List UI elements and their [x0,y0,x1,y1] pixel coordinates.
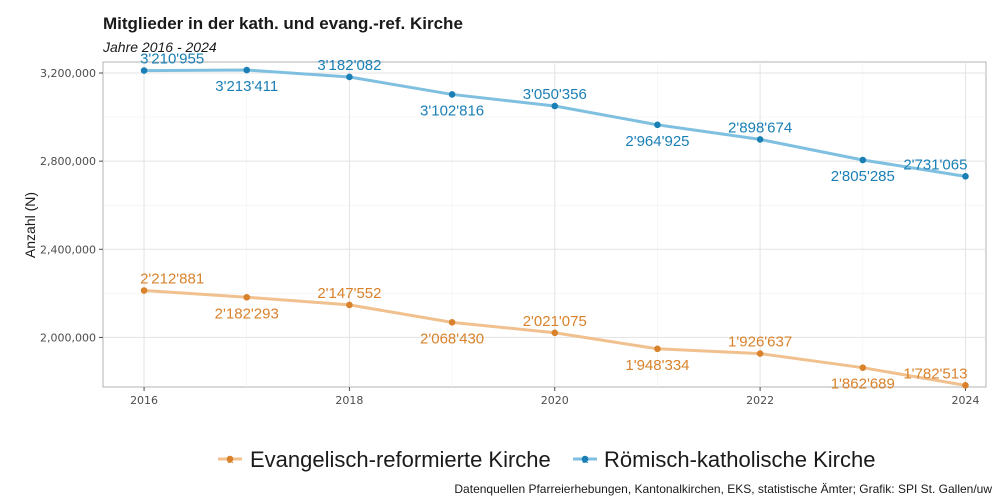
data-label: 1'948'334 [625,357,689,374]
y-axis-title: Anzahl (N) [22,192,38,258]
data-label: 2'021'075 [523,313,587,330]
data-label: 3'182'082 [317,57,381,74]
data-label: 1'782'513 [903,365,967,382]
legend-label: Evangelisch-reformierte Kirche [250,447,551,472]
y-tick-label: 2,000,000 [40,331,96,344]
data-point [962,173,969,180]
x-tick-label: 2022 [746,394,774,407]
data-label: 2'964'925 [625,133,689,150]
x-tick-label: 2016 [130,394,158,407]
chart-subtitle: Jahre 2016 - 2024 [102,39,217,55]
data-label: 2'805'285 [831,168,895,185]
data-point [346,73,353,81]
chart-caption: Datenquellen Pfarreierhebungen, Kantonal… [454,482,992,496]
data-point [756,350,764,357]
chart-title: Mitglieder in der kath. und evang.-ref. … [103,14,463,33]
y-tick-label: 2,800,000 [40,155,96,168]
data-label: 2'731'065 [903,156,967,173]
x-tick-label: 2024 [951,394,979,407]
data-point [551,329,559,337]
data-label: 3'102'816 [420,102,484,119]
data-label: 2'898'674 [728,119,792,136]
gridlines [103,62,986,387]
data-label: 1'926'637 [728,334,792,351]
y-tick-label: 3,200,000 [40,67,96,80]
data-label: 2'068'430 [420,330,484,347]
legend-key-letter: a [582,454,589,466]
y-tick-label: 2,400,000 [40,243,96,256]
data-point [448,319,456,326]
data-label: 2'182'293 [215,305,279,322]
legend-label: Römisch-katholische Kirche [604,447,875,472]
data-point [654,345,661,353]
data-labels: 2'212'881 2'182'293 2'147'552 2'068'430 2'02… [140,51,967,393]
data-point [859,156,867,164]
data-label: 3'050'356 [523,86,587,103]
data-label: 2'147'552 [317,285,381,302]
x-tick-label: 2020 [541,394,569,407]
data-point [140,67,148,74]
legend: a Evangelisch-reformierte Kirche a Römisch-… [218,447,875,472]
axes: 2,000,000 2,400,000 2,800,000 3,200,000 2016… [40,67,979,407]
data-point [551,102,559,110]
x-tick-label: 2018 [335,394,363,407]
legend-key-letter: a [227,454,234,466]
data-point [243,66,251,74]
legend-key-point [226,455,234,463]
plot-panel [102,61,987,388]
legend-key-point [581,455,589,463]
data-point [346,301,353,309]
data-point [654,121,661,129]
data-point [243,293,251,301]
data-label: 3'210'955 [140,51,204,68]
data-point [962,382,969,389]
data-point [756,136,764,143]
series-group [140,66,969,389]
data-label: 3'213'411 [215,78,278,95]
data-point [448,91,456,98]
data-point [140,287,148,294]
data-label: 1'862'689 [831,376,895,393]
data-point [859,364,867,371]
data-label: 2'212'881 [140,271,204,288]
